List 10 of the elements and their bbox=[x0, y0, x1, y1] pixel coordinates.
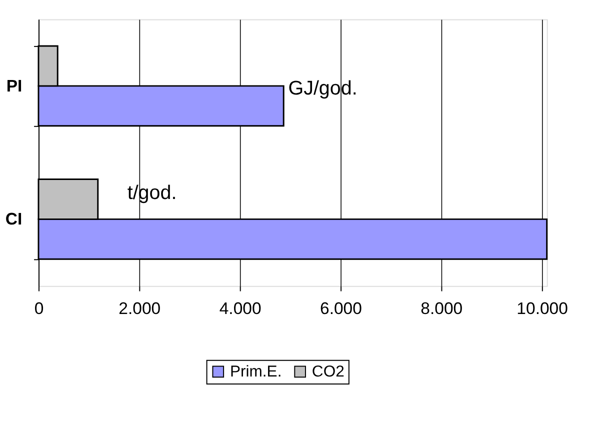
x-tick-label: 4.000 bbox=[219, 298, 262, 318]
legend-label: CO2 bbox=[312, 364, 344, 381]
x-tick-label: 10.000 bbox=[516, 298, 568, 318]
x-tick-label: 0 bbox=[34, 298, 44, 318]
x-tick-label: 6.000 bbox=[320, 298, 362, 318]
legend-label: Prim.E. bbox=[230, 364, 282, 381]
x-tick-label: 8.000 bbox=[420, 298, 463, 318]
y-tick-label: CI bbox=[5, 210, 22, 229]
y-tick-label: PI bbox=[6, 76, 22, 96]
x-tick-label: 2.000 bbox=[118, 298, 161, 318]
